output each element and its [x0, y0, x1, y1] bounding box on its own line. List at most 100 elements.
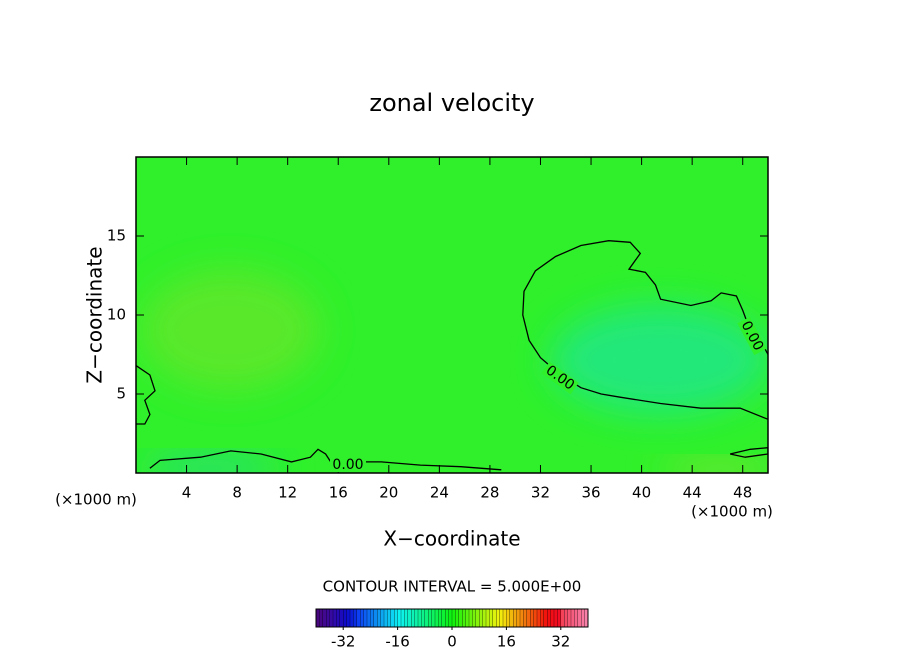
contour-line — [136, 365, 156, 425]
contour-label-bg — [737, 316, 767, 356]
colorbar-tick-label: 16 — [497, 633, 516, 651]
colorbar-cell — [332, 608, 337, 628]
field — [136, 157, 768, 473]
x-tick-label: 8 — [232, 484, 242, 502]
colorbar-cell — [530, 608, 534, 628]
colorbar-cell — [465, 608, 470, 628]
x-tick-label: 40 — [632, 484, 651, 502]
colorbar-cell — [390, 608, 395, 628]
colorbar: -32 -16 0 16 32 — [315, 608, 589, 651]
colorbar-cell — [570, 608, 575, 628]
field-shade — [550, 305, 768, 415]
colorbar-cell — [370, 608, 375, 628]
x-tick-label: 20 — [379, 484, 398, 502]
colorbar-cell — [462, 608, 466, 628]
colorbar-cell — [482, 608, 487, 628]
colorbar-cell — [366, 608, 371, 628]
x-tick-label: 32 — [531, 484, 550, 502]
colorbar-cell — [499, 608, 504, 628]
y-tick-label: 10 — [107, 306, 126, 324]
x-tick-label: 36 — [581, 484, 600, 502]
colorbar-cell — [475, 608, 480, 628]
colorbar-cell — [502, 608, 507, 628]
colorbar-cell — [315, 608, 320, 628]
colorbar-cell — [441, 608, 446, 628]
colorbar-cell — [479, 608, 483, 628]
colorbar-cell — [336, 608, 341, 628]
contour-line — [522, 240, 768, 420]
colorbar-cell — [438, 608, 443, 628]
colorbar-cell — [404, 608, 409, 628]
x-tick-label: 16 — [329, 484, 348, 502]
colorbar-tick-label: -32 — [331, 633, 356, 651]
colorbar-cell — [540, 608, 545, 628]
colorbar-cell — [448, 608, 453, 628]
colorbar-cell — [329, 608, 334, 628]
colorbar-cell — [319, 608, 324, 628]
y-tick-label: 5 — [116, 385, 126, 403]
colorbar-cell — [536, 608, 541, 628]
colorbar-cell — [557, 608, 562, 628]
colorbar-cell — [383, 608, 388, 628]
colorbar-cell — [489, 608, 494, 628]
x-tick-label: 4 — [182, 484, 192, 502]
colorbar-cell — [414, 608, 419, 628]
x-tick-label: 28 — [480, 484, 499, 502]
colorbar-cell — [353, 608, 358, 628]
colorbar-cell — [428, 608, 432, 628]
colorbar-cell — [543, 608, 548, 628]
colorbar-tick-label: 32 — [551, 633, 570, 651]
colorbar-tick-label: 0 — [447, 633, 457, 651]
field-shade — [140, 270, 320, 390]
chart-title: zonal velocity — [369, 89, 534, 117]
colorbar-cell — [492, 608, 497, 628]
contour-line — [149, 448, 502, 471]
colorbar-tick-label: -16 — [385, 633, 410, 651]
colorbar-cell — [451, 608, 456, 628]
colorbar-cell — [407, 608, 412, 628]
colorbar-cell — [445, 608, 449, 628]
x-tick-label: 12 — [278, 484, 297, 502]
x-tick-label: 48 — [733, 484, 752, 502]
colorbar-cell — [577, 608, 582, 628]
contours — [136, 240, 768, 471]
colorbar-cell — [322, 608, 327, 628]
field-shade — [660, 462, 768, 473]
contour-line — [729, 447, 768, 458]
colorbar-cell — [417, 608, 422, 628]
colorbar-cell — [434, 608, 439, 628]
colorbar-cell — [349, 608, 354, 628]
y-tick-label: 15 — [107, 227, 126, 245]
colorbar-cell — [564, 608, 568, 628]
colorbar-cell — [468, 608, 473, 628]
contour-label: 0.00 — [332, 457, 363, 473]
colorbar-cell — [421, 608, 426, 628]
colorbar-cell — [424, 608, 429, 628]
colorbar-cell — [411, 608, 415, 628]
contour-label-bg — [541, 361, 579, 395]
colorbar-cell — [547, 608, 551, 628]
colorbar-cell — [455, 608, 460, 628]
colorbar-cell — [343, 608, 347, 628]
colorbar-cell — [496, 608, 500, 628]
colorbar-cell — [356, 608, 361, 628]
colorbar-cell — [431, 608, 436, 628]
colorbar-cell — [516, 608, 521, 628]
y-axis-label: Z−coordinate — [83, 246, 107, 383]
colorbar-cell — [581, 608, 585, 628]
colorbar-cell — [574, 608, 579, 628]
colorbar-cell — [513, 608, 517, 628]
contour-interval: CONTOUR INTERVAL = 5.000E+00 — [323, 578, 582, 596]
x-unit: (×1000 m) — [691, 503, 773, 521]
colorbar-cell — [458, 608, 463, 628]
field-shade — [140, 458, 280, 473]
colorbar-cell — [394, 608, 398, 628]
colorbar-cell — [560, 608, 565, 628]
colorbar-cell — [360, 608, 364, 628]
x-tick-label: 24 — [430, 484, 449, 502]
colorbar-cell — [346, 608, 351, 628]
colorbar-cell — [387, 608, 392, 628]
colorbar-cell — [373, 608, 378, 628]
contour-label-bg — [330, 458, 366, 472]
